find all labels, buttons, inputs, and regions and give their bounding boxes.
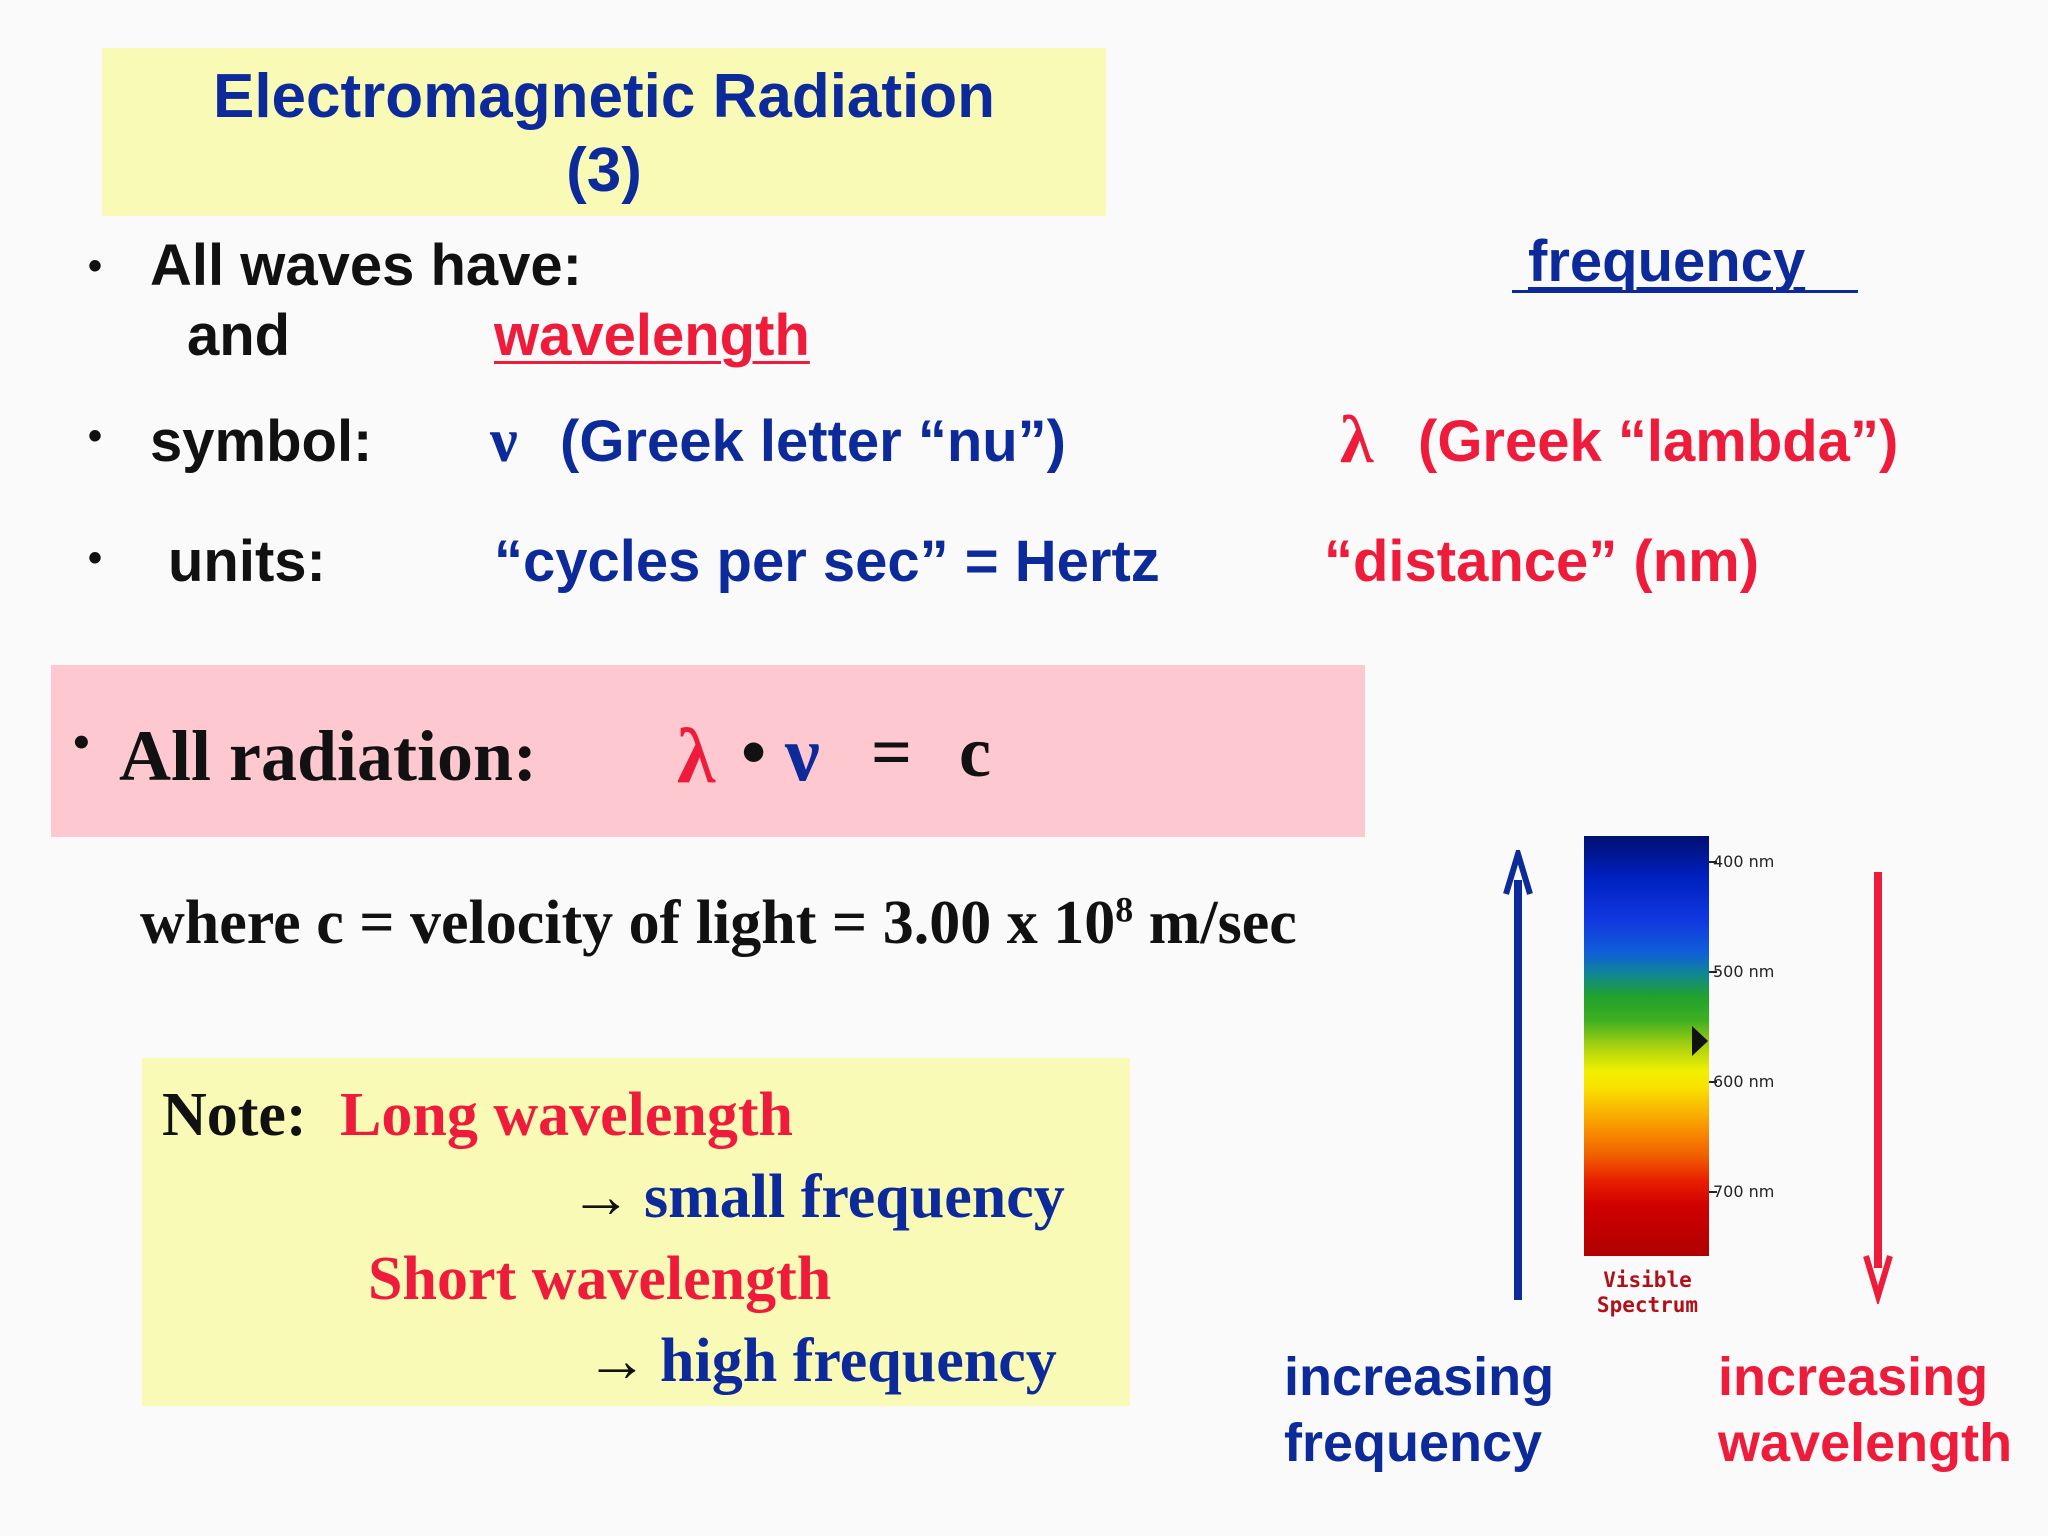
- lambda-symbol: λ: [1340, 401, 1374, 477]
- lambda-description: (Greek “lambda”): [1418, 409, 1899, 474]
- slide-title: Electromagnetic Radiation: [212, 62, 996, 131]
- velocity-of-light: where c = velocity of light = 3.00 x 108…: [140, 888, 1297, 959]
- frequency-term: frequency: [1528, 229, 1806, 294]
- note-label: Note:: [162, 1081, 307, 1149]
- wavelength-units: “distance” (nm): [1324, 529, 1760, 594]
- bullet-mark: •: [73, 716, 90, 769]
- spectrum-tick: [1709, 1081, 1717, 1083]
- note-high-frequency: high frequency: [660, 1327, 1057, 1395]
- equation-dot: •: [741, 712, 767, 792]
- spectrum-label-line1: Visible: [1603, 1268, 1692, 1292]
- bullet-mark: •: [88, 414, 103, 458]
- equation-c: c: [959, 712, 991, 792]
- increasing-frequency-line1: increasing: [1284, 1347, 1555, 1407]
- arrow-down-icon: [1863, 872, 1893, 1304]
- note-box: Note: Long wavelength → small frequency …: [142, 1058, 1130, 1406]
- increasing-wavelength-line1: increasing: [1718, 1347, 1989, 1407]
- nu-symbol: ν: [490, 407, 518, 475]
- spectrum-tick: [1709, 1191, 1717, 1193]
- symbol-label: symbol:: [150, 409, 373, 474]
- bullet-mark: •: [88, 536, 103, 580]
- title-box: Electromagnetic Radiation (3): [102, 48, 1106, 216]
- spectrum-tick-label: 600 nm: [1713, 1072, 1775, 1091]
- nu-description: (Greek letter “nu”): [560, 409, 1066, 474]
- note-arrow: →: [570, 1163, 632, 1231]
- velocity-unit: m/sec: [1133, 889, 1297, 957]
- spectrum-label-line2: Spectrum: [1596, 1293, 1699, 1317]
- spectrum-tick-label: 700 nm: [1713, 1182, 1775, 1201]
- waves-intro: All waves have:: [150, 233, 582, 298]
- increasing-frequency-line2: frequency: [1284, 1413, 1543, 1473]
- note-short-wavelength: Short wavelength: [368, 1245, 832, 1313]
- and-text: and: [187, 303, 291, 368]
- increasing-wavelength-line2: wavelength: [1718, 1413, 2013, 1473]
- wavelength-term: wavelength: [494, 303, 810, 368]
- frequency-units: “cycles per sec” = Hertz: [494, 529, 1160, 594]
- velocity-exponent: 8: [1115, 889, 1134, 930]
- spectrum-tick-label: 500 nm: [1713, 962, 1775, 981]
- spectrum-tick: [1709, 861, 1717, 863]
- note-arrow: →: [586, 1327, 648, 1395]
- visible-spectrum-bar: [1584, 836, 1709, 1256]
- spectrum-tick-label: 400 nm: [1713, 852, 1775, 871]
- velocity-text: where c = velocity of light = 3.00 x 10: [140, 889, 1116, 957]
- units-label: units:: [168, 529, 326, 594]
- radiation-label: All radiation:: [119, 716, 538, 796]
- equation-lambda: λ: [677, 712, 716, 799]
- equation-nu: ν: [785, 710, 820, 797]
- equation-equals: =: [871, 712, 913, 792]
- note-small-frequency: small frequency: [644, 1163, 1065, 1231]
- frequency-underline: [1512, 290, 1858, 293]
- spectrum-tick: [1709, 971, 1717, 973]
- slide-title-number: (3): [566, 136, 642, 205]
- radiation-box: • All radiation: λ • ν = c: [51, 665, 1365, 837]
- spectrum-pointer-icon: [1692, 1026, 1708, 1056]
- bullet-mark: •: [88, 244, 103, 288]
- arrow-up-icon: [1503, 850, 1533, 1300]
- note-long-wavelength: Long wavelength: [340, 1081, 793, 1149]
